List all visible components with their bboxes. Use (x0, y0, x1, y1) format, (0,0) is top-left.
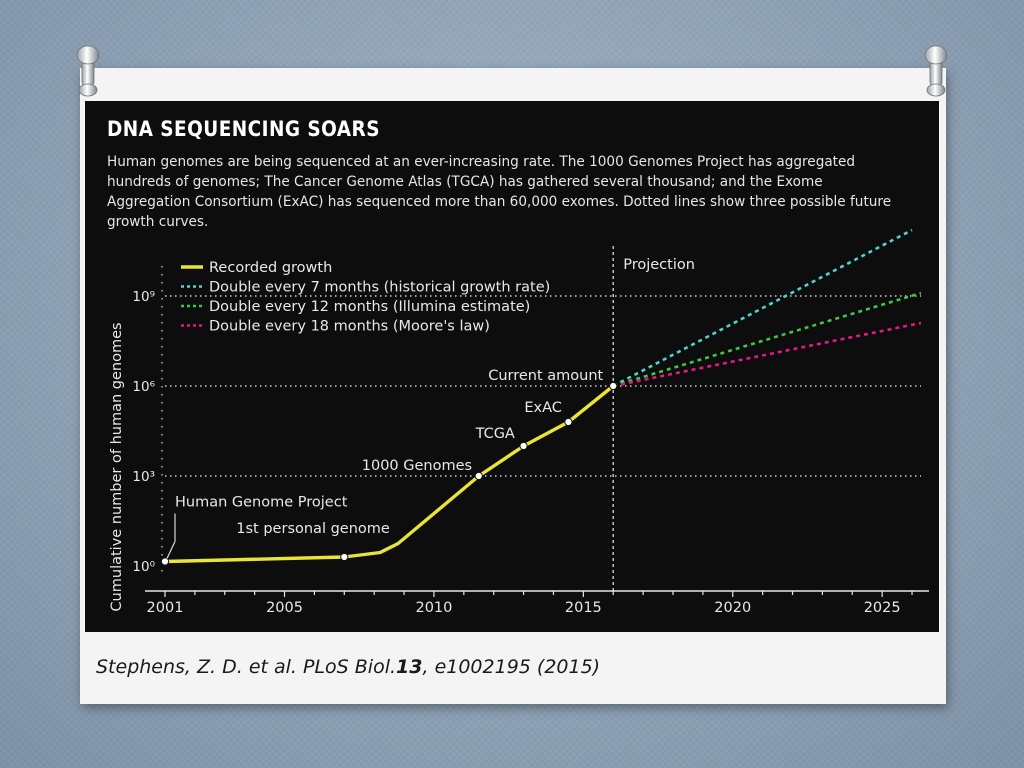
milestone-label: 1000 Genomes (362, 458, 472, 474)
chart-figure: DNA SEQUENCING SOARS Human genomes are b… (85, 101, 939, 632)
chart-title: DNA SEQUENCING SOARS (107, 117, 380, 141)
citation-authors: Stephens, Z. D. et al. PLoS Biol. (96, 656, 397, 678)
milestone-label: Current amount (488, 368, 603, 384)
milestone-marker (519, 441, 528, 451)
projection-label: Projection (623, 257, 695, 273)
milestone-label: ExAC (524, 400, 562, 416)
y-tick-label: 10⁹ (132, 289, 155, 305)
milestone-marker (160, 557, 170, 566)
y-tick-label: 10⁰ (132, 559, 155, 575)
milestone-marker (564, 417, 573, 427)
pushpin-right-icon (924, 45, 948, 97)
milestone-marker (609, 381, 618, 391)
x-tick-label: 2025 (864, 600, 901, 616)
x-tick-label: 2010 (415, 600, 452, 616)
series-line-2 (612, 291, 922, 388)
legend-label: Double every 12 months (Illumina estimat… (209, 299, 530, 315)
series-line-3 (612, 321, 922, 388)
citation: Stephens, Z. D. et al. PLoS Biol.13, e10… (96, 656, 600, 678)
chart-svg: Projection 2001 2005 2010 2015 2020 2025 10⁰ 10³… (109, 228, 929, 616)
legend-label: Double every 7 months (historical growth… (209, 280, 550, 296)
chart-subtitle: Human genomes are being sequenced at an … (107, 154, 892, 230)
series-line-0 (163, 384, 615, 564)
milestone-marker (340, 552, 349, 562)
y-axis-title: Cumulative number of human genomes (109, 322, 125, 611)
y-tick-label: 10⁶ (132, 379, 155, 395)
pushpin-left-icon (76, 45, 100, 97)
milestone-label: Human Genome Project (175, 495, 348, 511)
x-tick-label: 2005 (266, 600, 303, 616)
y-tick-label: 10³ (132, 469, 155, 485)
legend-label: Recorded growth (209, 260, 332, 276)
legend-label: Double every 18 months (Moore's law) (209, 319, 490, 335)
x-tick-label: 2015 (565, 600, 602, 616)
x-tick-label: 2020 (714, 600, 751, 616)
milestone-label: TCGA (475, 426, 515, 442)
citation-rest: , e1002195 (2015) (422, 656, 601, 678)
citation-volume: 13 (396, 656, 423, 678)
x-tick-label: 2001 (147, 600, 184, 616)
milestone-leader (166, 541, 176, 559)
series-line-1 (612, 228, 913, 388)
milestone-marker (474, 471, 483, 481)
milestone-label: 1st personal genome (236, 521, 390, 537)
